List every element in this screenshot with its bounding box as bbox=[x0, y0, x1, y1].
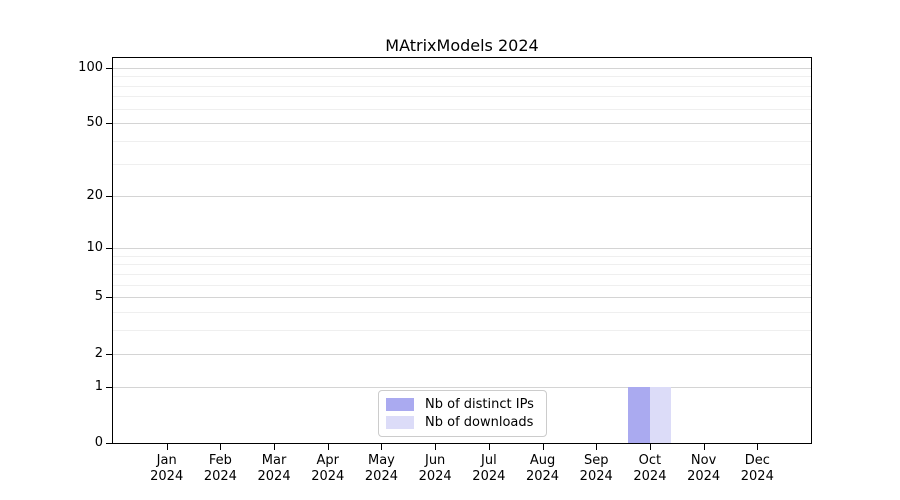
y-tick-label: 50 bbox=[86, 115, 103, 131]
legend-item-distinct-ips: Nb of distinct IPs bbox=[386, 398, 546, 411]
gridline-major bbox=[113, 123, 811, 125]
legend-label-downloads: Nb of downloads bbox=[425, 415, 534, 430]
x-tick-year: 2024 bbox=[579, 469, 613, 484]
bar-downloads bbox=[649, 386, 672, 443]
x-tick bbox=[704, 444, 705, 450]
x-tick-label: Aug 2024 bbox=[511, 453, 575, 485]
x-tick bbox=[274, 444, 275, 450]
x-tick bbox=[435, 444, 436, 450]
x-tick-month: Mar bbox=[261, 453, 287, 468]
x-tick-month: Feb bbox=[208, 453, 232, 468]
x-tick-year: 2024 bbox=[687, 469, 721, 484]
gridline-major bbox=[113, 248, 811, 250]
x-tick-month: May bbox=[368, 453, 395, 468]
y-tick-label: 100 bbox=[78, 59, 103, 75]
x-tick bbox=[596, 444, 597, 450]
x-tick bbox=[220, 444, 221, 450]
x-tick-label: Nov 2024 bbox=[672, 453, 736, 485]
legend: Nb of distinct IPs Nb of downloads bbox=[378, 390, 547, 437]
x-tick-label: Sep 2024 bbox=[564, 453, 628, 485]
x-tick-label: Jan 2024 bbox=[135, 453, 199, 485]
x-tick-label: Mar 2024 bbox=[242, 453, 306, 485]
y-tick-label: 20 bbox=[86, 187, 103, 203]
x-tick-label: Jun 2024 bbox=[403, 453, 467, 485]
x-tick-month: Sep bbox=[583, 453, 609, 468]
legend-swatch-distinct-ips-icon bbox=[386, 398, 414, 411]
x-tick-year: 2024 bbox=[150, 469, 184, 484]
gridline-minor bbox=[113, 85, 811, 87]
y-tick bbox=[106, 68, 112, 69]
gridline-minor bbox=[113, 264, 811, 266]
y-tick-label: 1 bbox=[94, 378, 103, 394]
y-tick-label: 2 bbox=[94, 345, 103, 361]
x-tick-month: Aug bbox=[529, 453, 556, 468]
x-tick-month: Nov bbox=[690, 453, 717, 468]
x-tick-month: Jun bbox=[424, 453, 446, 468]
x-tick-label: Apr 2024 bbox=[296, 453, 360, 485]
gridline-major bbox=[113, 386, 811, 388]
x-tick bbox=[328, 444, 329, 450]
x-tick-month: Apr bbox=[316, 453, 340, 468]
x-tick-year: 2024 bbox=[203, 469, 237, 484]
gridline-major bbox=[113, 353, 811, 355]
y-tick bbox=[106, 354, 112, 355]
x-tick bbox=[381, 444, 382, 450]
gridline-minor bbox=[113, 273, 811, 275]
x-tick-year: 2024 bbox=[633, 469, 667, 484]
gridline-minor bbox=[113, 108, 811, 110]
x-tick-year: 2024 bbox=[364, 469, 398, 484]
x-tick-month: Oct bbox=[638, 453, 662, 468]
x-tick-label: Dec 2024 bbox=[725, 453, 789, 485]
y-tick bbox=[106, 196, 112, 197]
x-tick bbox=[650, 444, 651, 450]
plot-area bbox=[112, 57, 812, 444]
y-tick bbox=[106, 297, 112, 298]
x-tick-label: May 2024 bbox=[349, 453, 413, 485]
gridline-major bbox=[113, 67, 811, 69]
x-tick-year: 2024 bbox=[257, 469, 291, 484]
gridline-minor bbox=[113, 312, 811, 314]
x-tick bbox=[543, 444, 544, 450]
y-tick bbox=[106, 123, 112, 124]
x-tick bbox=[167, 444, 168, 450]
x-tick-month: Jul bbox=[481, 453, 497, 468]
gridline-minor bbox=[113, 284, 811, 286]
y-tick bbox=[106, 443, 112, 444]
gridline-minor bbox=[113, 141, 811, 143]
x-tick-year: 2024 bbox=[472, 469, 506, 484]
x-tick-month: Dec bbox=[744, 453, 770, 468]
x-tick bbox=[757, 444, 758, 450]
x-tick-label: Feb 2024 bbox=[188, 453, 252, 485]
legend-swatch-downloads-icon bbox=[386, 416, 414, 429]
gridline-minor bbox=[113, 96, 811, 98]
gridline-minor bbox=[113, 163, 811, 165]
chart-title: MAtrixModels 2024 bbox=[385, 36, 539, 55]
x-tick-year: 2024 bbox=[740, 469, 774, 484]
x-tick-year: 2024 bbox=[311, 469, 345, 484]
y-tick bbox=[106, 387, 112, 388]
bar-distinct-ips bbox=[628, 386, 650, 443]
y-tick bbox=[106, 248, 112, 249]
y-tick-label: 5 bbox=[94, 289, 103, 305]
gridline-major bbox=[113, 195, 811, 197]
y-tick-label: 0 bbox=[94, 435, 103, 450]
gridline-minor bbox=[113, 255, 811, 257]
legend-item-downloads: Nb of downloads bbox=[386, 416, 546, 429]
gridline-minor bbox=[113, 76, 811, 78]
y-tick-label: 10 bbox=[86, 240, 103, 256]
x-tick-label: Oct 2024 bbox=[618, 453, 682, 485]
x-tick-year: 2024 bbox=[525, 469, 560, 484]
x-tick-label: Jul 2024 bbox=[457, 453, 521, 485]
x-tick bbox=[489, 444, 490, 450]
x-tick-year: 2024 bbox=[418, 469, 452, 484]
legend-label-distinct-ips: Nb of distinct IPs bbox=[425, 397, 534, 412]
gridline-major bbox=[113, 297, 811, 299]
x-tick-month: Jan bbox=[156, 453, 177, 468]
gridline-minor bbox=[113, 330, 811, 332]
